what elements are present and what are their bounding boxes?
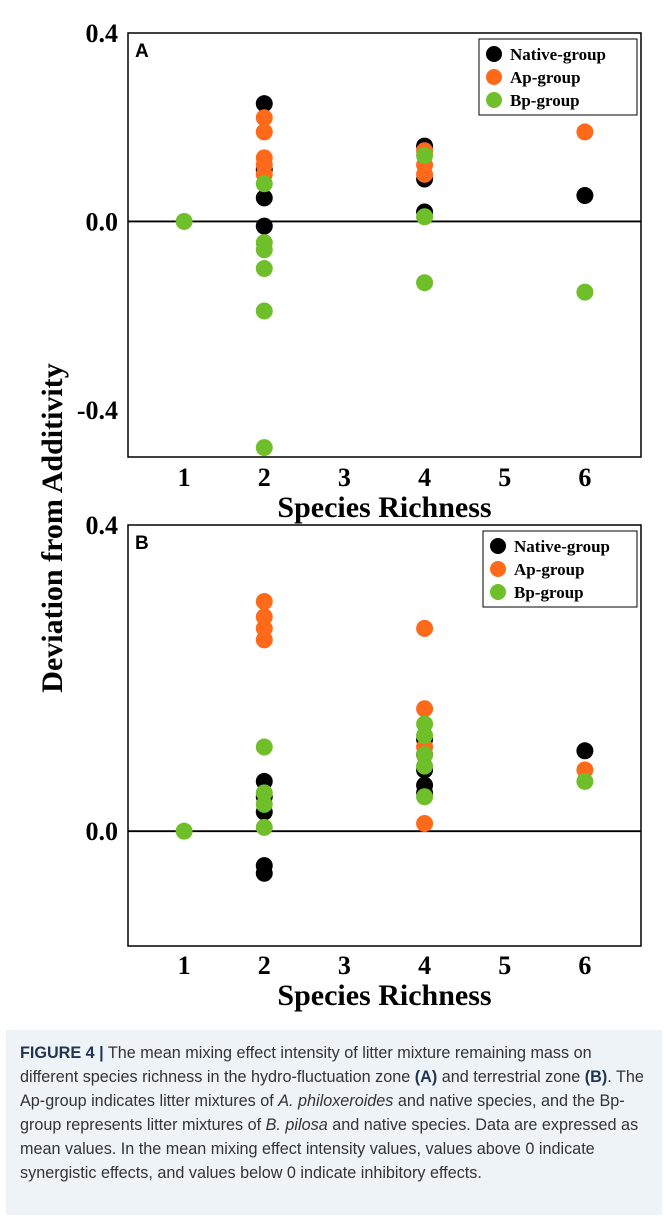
x-tick-label: 4 [418, 951, 431, 980]
x-tick-label: 5 [498, 463, 511, 492]
caption-label: FIGURE 4 | [20, 1044, 104, 1062]
legend-label: Ap-group [510, 68, 581, 87]
legend-box [478, 38, 638, 116]
data-point-bp-group [416, 274, 434, 292]
x-tick-label: 3 [338, 951, 351, 980]
data-point-bp-group [255, 241, 273, 259]
legend-label: Ap-group [514, 560, 585, 579]
x-tick-label: 2 [258, 463, 271, 492]
data-point-native-group [255, 189, 273, 207]
data-point-ap-group [416, 165, 434, 183]
data-point-native-group [576, 187, 594, 205]
data-point-bp-group [255, 260, 273, 278]
caption-text-1: The mean mixing effect intensity of litt… [20, 1044, 592, 1086]
data-point-ap-group [255, 109, 273, 127]
caption-text-4: and native species, and the Bp-group rep… [20, 1092, 625, 1134]
figure-caption: FIGURE 4 | The mean mixing effect intens… [6, 1030, 662, 1215]
data-point-ap-group [255, 593, 273, 611]
data-point-ap-group [576, 123, 594, 141]
y-tick-label: -0.4 [77, 396, 118, 425]
data-point-ap-group [255, 631, 273, 649]
legend-label: Native-group [510, 45, 606, 64]
caption-text-2: and terrestrial zone [437, 1068, 585, 1086]
data-point-bp-group [416, 208, 434, 226]
caption-species-2: B. pilosa [265, 1116, 328, 1134]
y-tick-label: 0.0 [86, 817, 119, 846]
data-point-native-group [255, 95, 273, 113]
legend-box [482, 530, 638, 608]
legend-marker-ap-group [490, 561, 506, 577]
legend-marker-ap-group [486, 69, 502, 85]
data-point-native-group [255, 864, 273, 882]
x-tick-label: 6 [578, 463, 591, 492]
chart-canvas: Deviation from Additivity 1 2 3 4 5 6 0.4 0.0 -0… [36, 19, 642, 1012]
data-point-bp-group [255, 818, 273, 836]
x-tick-label: 6 [578, 951, 591, 980]
plot-frame [127, 32, 642, 458]
y-tick-label: 0.4 [86, 19, 119, 48]
data-point-bp-group [416, 788, 434, 806]
caption-text-3: . The Ap-group indicates litter mixtures… [20, 1068, 644, 1110]
data-point-ap-group [416, 815, 434, 833]
data-point-ap-group [416, 619, 434, 637]
data-point-bp-group [175, 212, 193, 230]
x-tick-label: 4 [418, 463, 431, 492]
panel-label: A [135, 41, 149, 62]
data-point-native-group [576, 742, 594, 760]
data-point-ap-group [255, 123, 273, 141]
legend-label: Bp-group [510, 91, 580, 110]
data-point-bp-group [255, 738, 273, 756]
caption-text-5: and native species. Data are expressed a… [20, 1116, 639, 1182]
data-point-bp-group [255, 795, 273, 813]
data-point-bp-group [576, 772, 594, 790]
panel-label: B [135, 533, 149, 554]
y-tick-label: 0.0 [86, 207, 119, 236]
data-point-native-group [255, 217, 273, 235]
legend-marker-native-group [486, 46, 502, 62]
legend-marker-bp-group [490, 584, 506, 600]
x-tick-label: 1 [178, 463, 191, 492]
y-axis-title: Deviation from Additivity [36, 363, 69, 692]
caption-species-1: A. philoxeroides [278, 1092, 394, 1110]
data-point-bp-group [175, 822, 193, 840]
legend-marker-native-group [490, 538, 506, 554]
data-point-bp-group [416, 146, 434, 164]
legend-label: Bp-group [514, 583, 584, 602]
data-point-bp-group [255, 302, 273, 320]
plot-frame [127, 524, 642, 947]
data-point-bp-group [255, 439, 273, 457]
data-point-ap-group [416, 700, 434, 718]
caption-ref-b: (B) [584, 1068, 608, 1086]
x-axis-title: Species Richness [277, 491, 491, 524]
legend-label: Native-group [514, 537, 610, 556]
data-point-bp-group [416, 727, 434, 744]
data-point-bp-group [416, 757, 434, 775]
x-tick-label: 1 [178, 951, 191, 980]
x-tick-label: 2 [258, 951, 271, 980]
legend-marker-bp-group [486, 92, 502, 108]
x-tick-label: 5 [498, 951, 511, 980]
data-point-bp-group [576, 283, 594, 301]
x-tick-label: 3 [338, 463, 351, 492]
y-tick-label: 0.4 [86, 511, 119, 540]
caption-ref-a: (A) [414, 1068, 438, 1086]
data-point-bp-group [255, 175, 273, 193]
x-axis-title: Species Richness [277, 979, 491, 1012]
